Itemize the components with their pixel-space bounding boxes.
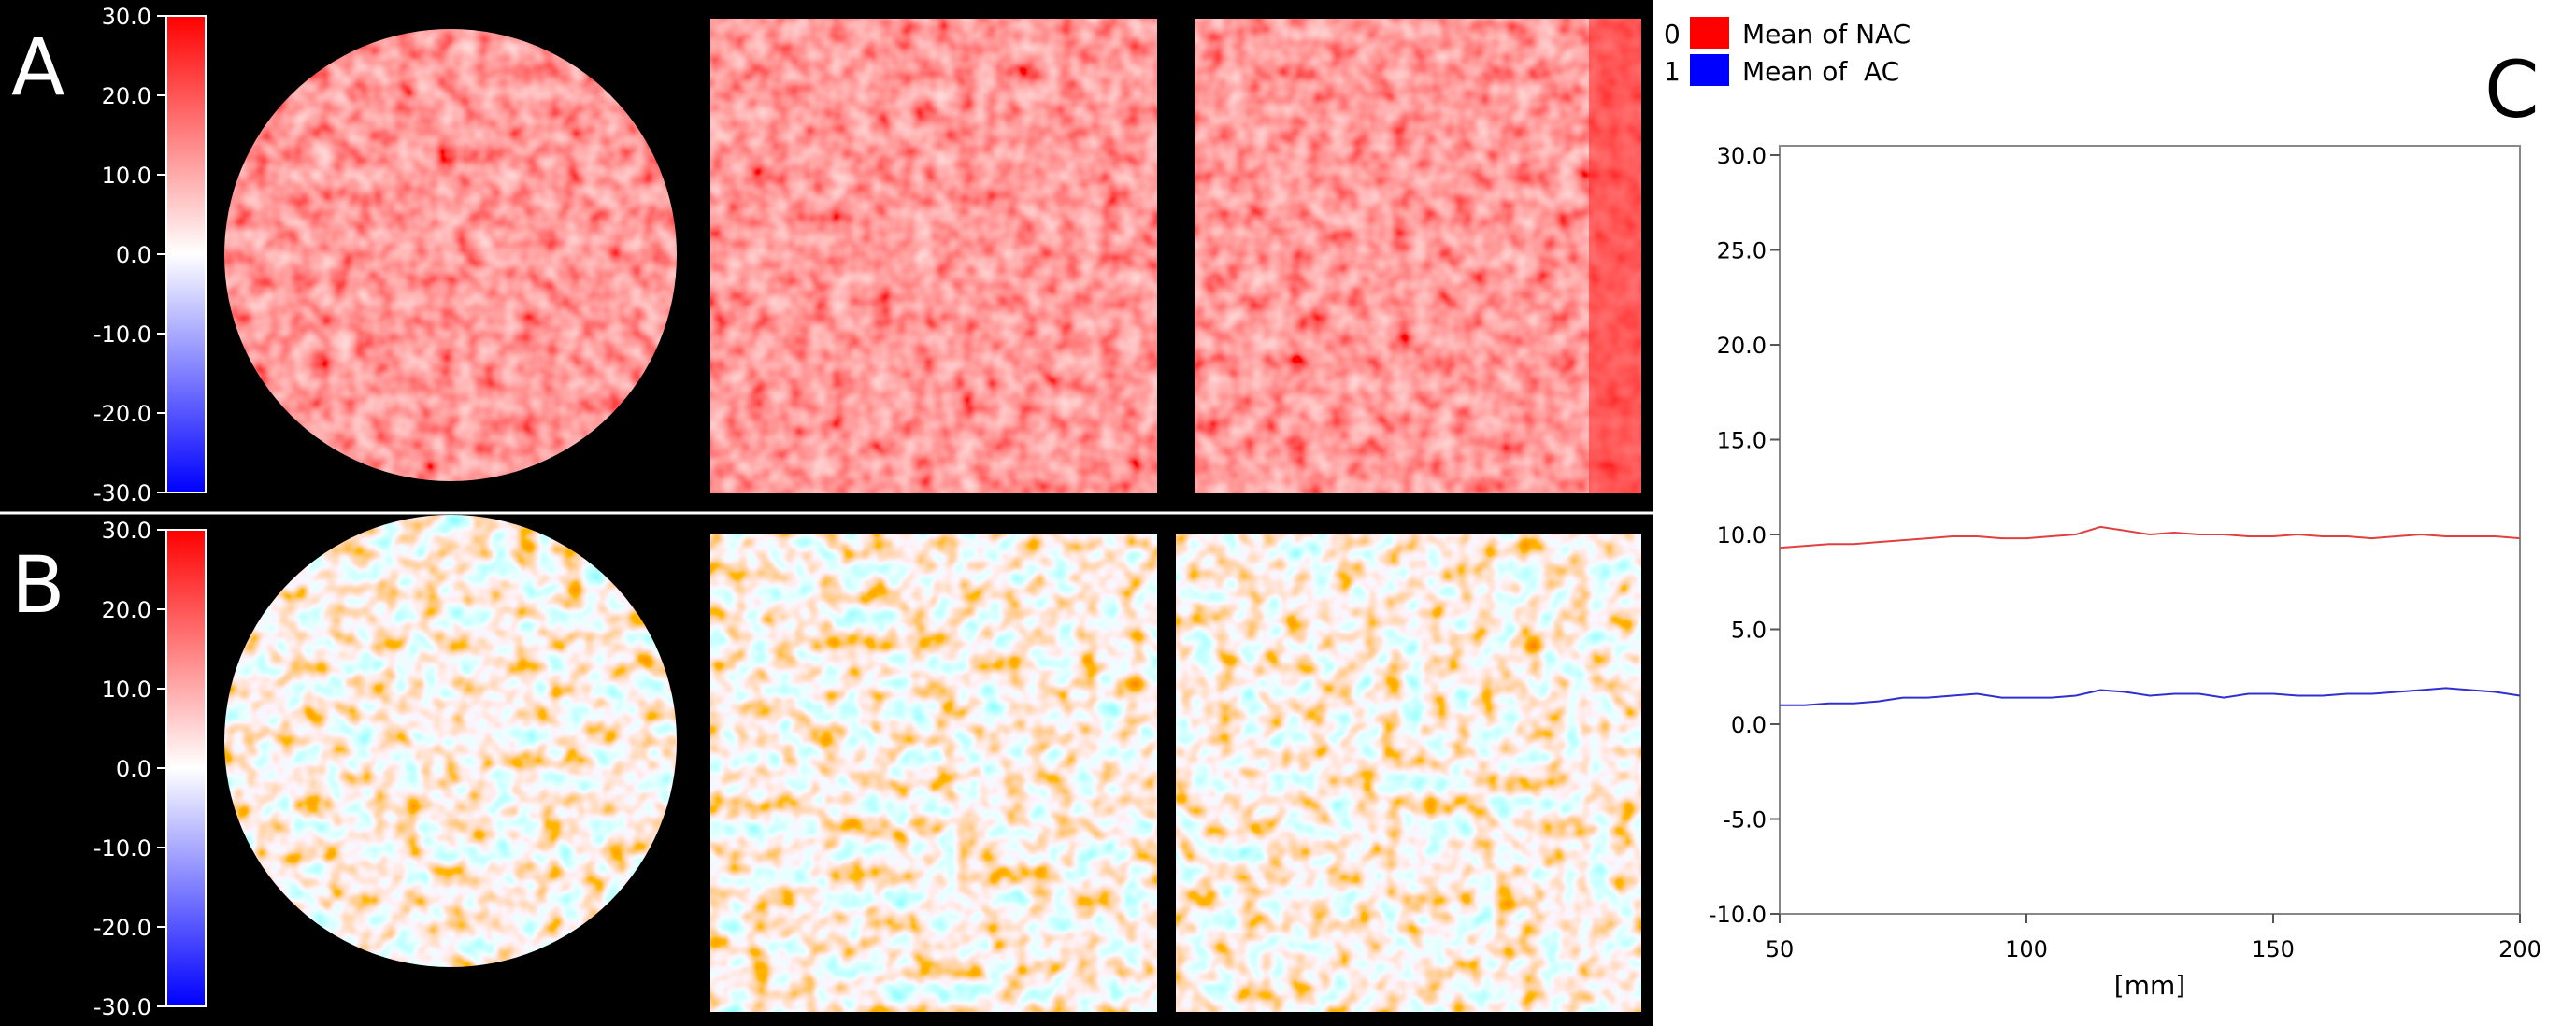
y-tick-label: 5.0: [1731, 618, 1767, 644]
x-tick-label: 150: [2252, 936, 2295, 962]
series-line-nac: [1779, 525, 2521, 549]
colorbar-a: [165, 15, 207, 493]
square-map-a-1: [710, 19, 1157, 493]
y-tick-label: 10.0: [1717, 522, 1767, 549]
colorbar-b-tick-label: -20.0: [93, 915, 151, 941]
colorbar-a-tick-label: -30.0: [93, 480, 151, 506]
colorbar-a-tick-label: 0.0: [116, 242, 151, 268]
colorbar-b-tick-label: -30.0: [93, 994, 151, 1020]
y-tick-label: -10.0: [1709, 902, 1767, 928]
line-chart: 0 Mean of NAC 1 Mean of AC 30.0 25.0 20.0 1…: [1664, 17, 2541, 1001]
parametric-maps: 30.0 20.0 10.0 0.0 -10.0 -20.0 -30.0 30.0 20.0 1…: [0, 4, 1653, 1020]
square-map-b-1: [710, 534, 1157, 1012]
colorbar-b-tick-label: 0.0: [116, 756, 151, 782]
square-map-a-2: [1195, 19, 1641, 493]
colorbar-a-tick-label: 10.0: [102, 163, 151, 189]
colorbar-a-tick-label: 30.0: [102, 4, 151, 30]
colorbar-a-tick-label: 20.0: [102, 83, 151, 109]
x-tick-label: 50: [1766, 936, 1795, 962]
legend-swatch-ac: [1690, 54, 1729, 86]
y-tick-label: 30.0: [1717, 143, 1767, 169]
square-map-b-2: [1176, 534, 1641, 1012]
square-map-a-2-edge: [1589, 19, 1641, 493]
circle-map-b: [224, 515, 677, 967]
colorbar-b-ticks: 30.0 20.0 10.0 0.0 -10.0 -20.0 -30.0: [93, 518, 166, 1020]
circle-map-a: [224, 29, 677, 481]
series-layer: [1779, 525, 2521, 706]
y-tick-label: 20.0: [1717, 333, 1767, 359]
panel-label-c: C: [2484, 44, 2540, 135]
colorbar-b: [165, 529, 207, 1007]
line-chart-panel: C 0 Mean of NAC 1 Mean of AC 30.0 25.0 20.…: [1653, 0, 2576, 1026]
legend-label-nac: Mean of NAC: [1742, 19, 1911, 50]
colorbar-a-ticks: 30.0 20.0 10.0 0.0 -10.0 -20.0 -30.0: [93, 4, 166, 506]
y-axis: 30.0 25.0 20.0 15.0 10.0 5.0 0.0 -5.0 -10.0: [1709, 143, 1780, 928]
y-tick-label: -5.0: [1723, 807, 1767, 834]
colorbar-b-tick-label: 30.0: [102, 518, 151, 544]
y-tick-label: 25.0: [1717, 238, 1767, 264]
y-tick-label: 15.0: [1717, 428, 1767, 454]
colorbar-b-tick-label: 20.0: [102, 597, 151, 623]
colorbar-b-tick-label: -10.0: [93, 835, 151, 862]
panel-label-b: B: [11, 539, 65, 631]
legend-label-ac: Mean of AC: [1742, 56, 1899, 87]
x-tick-label: 100: [2005, 936, 2048, 962]
legend-swatch-nac: [1690, 17, 1729, 49]
legend: 0 Mean of NAC 1 Mean of AC: [1664, 17, 1911, 87]
x-axis: 50 100 150 200: [1766, 914, 2541, 962]
y-tick-label: 0.0: [1731, 712, 1767, 738]
legend-index-0: 0: [1664, 19, 1681, 50]
panel-label-a: A: [11, 21, 65, 113]
colorbar-a-tick-label: -20.0: [93, 401, 151, 427]
image-panel-area: A B 30.0 20.0 10.0 0.0 -10.0 -20.0 -30.0: [0, 0, 1653, 1026]
x-tick-label: 200: [2498, 936, 2541, 962]
x-axis-label: [mm]: [2114, 970, 2185, 1001]
plot-area: [1779, 145, 2521, 915]
colorbar-a-tick-label: -10.0: [93, 321, 151, 348]
series-line-ac: [1780, 687, 2521, 706]
colorbar-b-tick-label: 10.0: [102, 677, 151, 703]
legend-index-1: 1: [1664, 56, 1681, 87]
